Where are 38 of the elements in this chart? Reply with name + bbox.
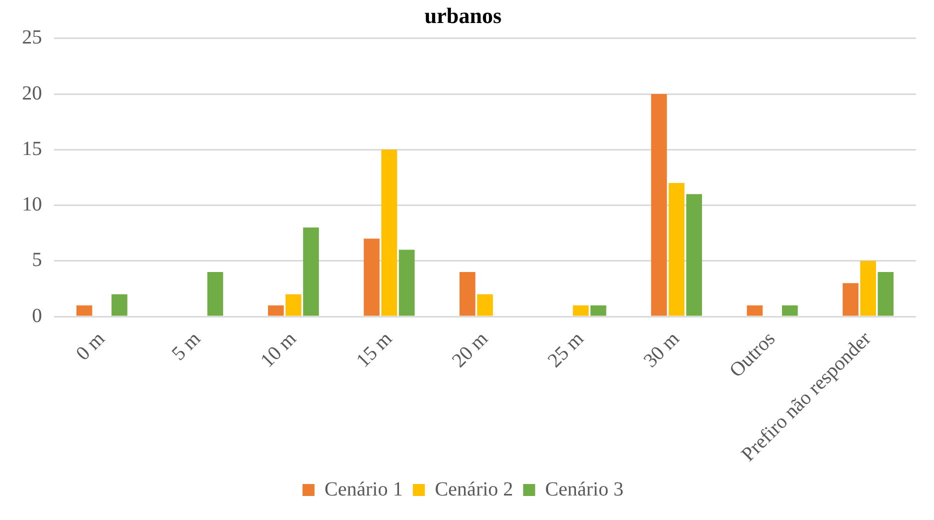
- y-tick-label: 5: [32, 249, 42, 272]
- bar: [207, 272, 224, 316]
- bar: [381, 150, 398, 316]
- bar: [860, 260, 876, 316]
- x-tick-label: 5 m: [168, 327, 206, 365]
- bar: [746, 305, 763, 316]
- bar: [842, 283, 858, 316]
- y-tick-label: 20: [22, 82, 42, 104]
- bar: [590, 305, 606, 316]
- x-tick-label: 0 m: [72, 327, 110, 365]
- bar: [364, 238, 380, 316]
- bar: [572, 305, 589, 316]
- bar: [878, 272, 894, 316]
- bar: [76, 305, 92, 316]
- y-tick-label: 10: [22, 194, 42, 216]
- y-tick-label: 0: [32, 304, 42, 327]
- bar: [686, 194, 702, 316]
- bar: [398, 250, 415, 316]
- bar: [112, 294, 128, 316]
- bar: [668, 183, 684, 316]
- legend-label: Cenário 3: [545, 478, 624, 500]
- bar: [286, 294, 302, 316]
- legend-label: Cenário 2: [434, 478, 514, 500]
- chart-title: urbanos: [424, 2, 502, 28]
- x-tick-label: 30 m: [640, 327, 684, 372]
- bar: [782, 305, 798, 316]
- y-tick-label: 15: [22, 138, 42, 160]
- y-tick-label: 25: [22, 26, 42, 49]
- bar: [651, 94, 667, 316]
- x-tick-label: 15 m: [352, 327, 397, 372]
- bar: [460, 272, 476, 316]
- legend-label: Cenário 1: [324, 478, 403, 500]
- bar: [303, 228, 319, 316]
- bar: [477, 294, 493, 316]
- bar: [268, 305, 284, 316]
- x-tick-label: 25 m: [544, 327, 588, 372]
- x-tick-label: 10 m: [256, 327, 301, 372]
- x-tick-label: 20 m: [448, 327, 493, 372]
